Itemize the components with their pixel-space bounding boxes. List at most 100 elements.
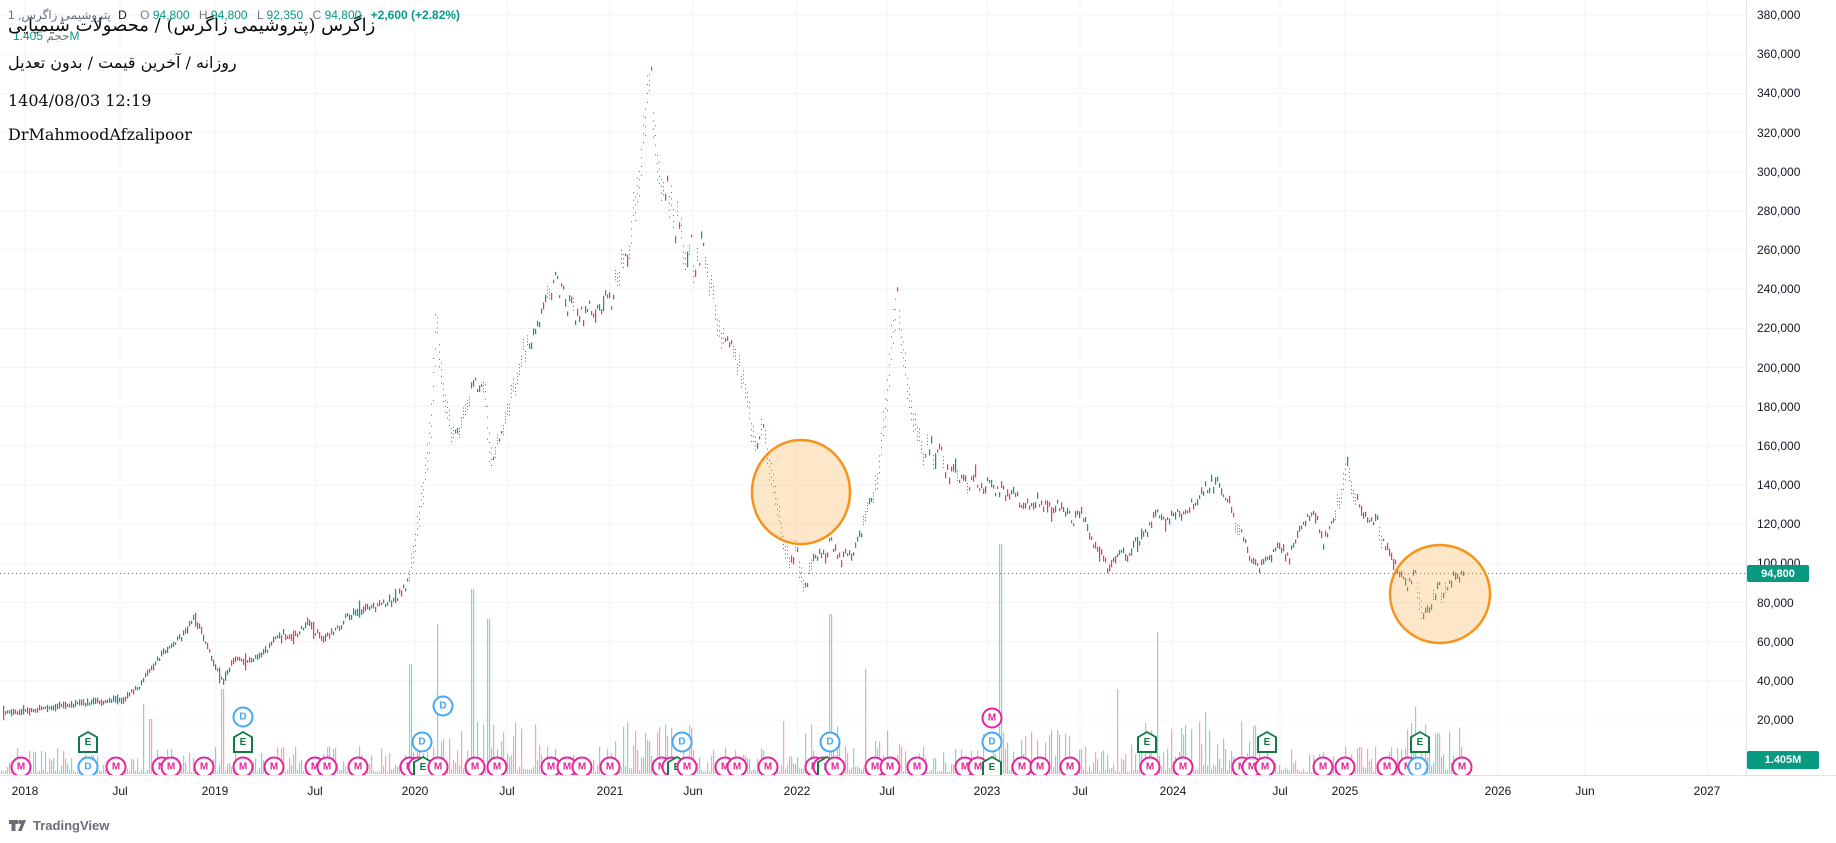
price-axis[interactable]: 20,000 40,000 60,000 80,000 100,000 120,000 14…: [1746, 0, 1836, 775]
annotation-title[interactable]: زاگرس (پتروشیمی زاگرس) / محصولات شیمیایی: [8, 15, 376, 36]
gap-dot: [1421, 618, 1422, 620]
volume-bar: [965, 771, 967, 774]
gap-dot: [1237, 524, 1238, 526]
gap-dot: [697, 248, 698, 250]
volume-bar: [1145, 723, 1147, 774]
candle: [605, 290, 607, 296]
volume-legend[interactable]: حجم 1.405M: [8, 29, 80, 43]
gap-dot: [521, 359, 522, 361]
candle: [1019, 502, 1021, 508]
gap-dot: [511, 396, 512, 398]
volume-bar: [167, 749, 169, 774]
tradingview-brand-text[interactable]: TradingView: [33, 818, 110, 833]
volume-bar: [549, 757, 551, 774]
gap-dot: [547, 296, 548, 298]
gap-dot: [623, 262, 624, 264]
candle: [115, 696, 117, 703]
gap-dot: [451, 428, 452, 430]
gap-dot: [1355, 497, 1356, 499]
candle: [51, 705, 53, 711]
gap-dot: [459, 427, 460, 429]
volume-bar: [71, 757, 73, 774]
gap-dot: [503, 431, 504, 433]
gap-dot: [705, 266, 706, 268]
legend-low-value: 92,350: [266, 8, 304, 22]
time-tick-label: Jun: [683, 784, 703, 798]
candle: [177, 636, 179, 641]
volume-bar: [721, 759, 723, 774]
gap-dot: [489, 432, 490, 434]
annotation-datetime[interactable]: 1404/08/03 12:19: [8, 91, 152, 110]
volume-bar: [755, 769, 757, 774]
gap-dot: [863, 521, 864, 523]
volume-bar: [847, 753, 849, 774]
gap-dot: [469, 404, 470, 406]
candle: [961, 474, 963, 479]
gap-dot: [739, 358, 740, 360]
gap-dot: [637, 177, 638, 179]
gap-dot: [659, 168, 660, 170]
volume-bar: [867, 766, 869, 774]
volume-bar: [899, 743, 901, 774]
gap-dot: [753, 435, 754, 437]
candle: [147, 669, 149, 676]
gap-dot: [419, 506, 420, 508]
volume-bar: [1137, 769, 1139, 774]
candle: [1051, 506, 1053, 522]
volume-bar: [725, 747, 727, 774]
gap-dot: [783, 547, 784, 549]
gap-dot: [1379, 538, 1380, 540]
gap-dot: [777, 498, 778, 500]
candle: [255, 654, 257, 659]
legend-timeframe[interactable]: D: [118, 8, 127, 22]
volume-bar: [559, 771, 561, 774]
volume-bar: [283, 746, 285, 774]
volume-bar: [319, 761, 321, 774]
volume-bar: [247, 771, 249, 774]
candle: [827, 552, 829, 558]
volume-bar: [563, 769, 565, 774]
volume-bar: [1275, 762, 1277, 774]
gap-dot: [669, 196, 670, 198]
candle: [1185, 509, 1187, 515]
legend-symbol[interactable]: پتروشیمی زاگرس, 1: [8, 8, 111, 22]
price-tick-label: 360,000: [1757, 47, 1801, 62]
candle: [215, 664, 217, 671]
volume-bar: [257, 771, 259, 774]
volume-bar: [331, 763, 333, 774]
gap-dot: [1353, 496, 1354, 498]
gap-dot: [913, 424, 914, 426]
candle: [793, 557, 795, 565]
volume-bar: [567, 769, 569, 774]
candle: [1121, 550, 1123, 553]
volume-bar: [1047, 764, 1049, 774]
gap-dot: [1343, 483, 1344, 485]
gap-dot: [527, 335, 528, 337]
tradingview-attribution[interactable]: TradingView: [8, 816, 109, 835]
volume-bar: [193, 757, 195, 774]
volume-bar: [1171, 728, 1173, 774]
volume-bar: [533, 766, 535, 774]
gap-dot: [737, 367, 738, 369]
gap-dot: [433, 385, 434, 387]
time-axis[interactable]: 2018 Jul 2019 Jul 2020 Jul 2021 Jun 2022 Jul 2023 J…: [0, 775, 1836, 809]
gap-dot: [435, 348, 436, 350]
user-text-annotations[interactable]: زاگرس (پتروشیمی زاگرس) / محصولات شیمیایی…: [8, 15, 376, 145]
volume-bar: [171, 748, 173, 774]
symbol-legend[interactable]: پتروشیمی زاگرس, 1 D O 94,800 H 94,800 L …: [8, 8, 460, 22]
volume-bar: [973, 770, 975, 774]
volume-bar: [767, 768, 769, 774]
volume-bar: [687, 764, 689, 774]
volume-bar: [659, 726, 661, 774]
gap-dot: [927, 440, 928, 442]
gap-dot: [715, 318, 716, 320]
volume-bar: [1011, 764, 1013, 774]
gap-dot: [765, 438, 766, 440]
annotation-author[interactable]: DrMahmoodAfzalipoor: [8, 125, 192, 144]
gap-dot: [441, 382, 442, 384]
volume-bar: [979, 760, 981, 774]
gap-dot: [883, 419, 884, 421]
volume-bar: [1079, 749, 1081, 774]
annotation-subtitle[interactable]: روزانه / آخرین قیمت / بدون تعدیل: [8, 53, 237, 72]
candle: [1281, 547, 1283, 553]
